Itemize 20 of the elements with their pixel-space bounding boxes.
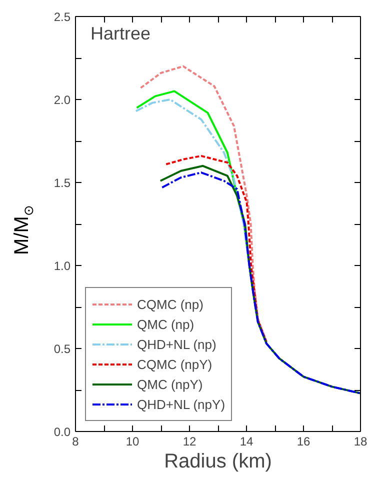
annotation: Hartree [90, 24, 151, 44]
legend-label: CQMC (npY) [137, 356, 212, 373]
x-tick-label: 8 [72, 434, 80, 448]
y-tick-label: 1.0 [54, 259, 71, 273]
legend-label: QMC (np) [137, 316, 194, 333]
x-tick-label: 18 [354, 434, 368, 448]
legend-label: QHD+NL (npY) [137, 396, 226, 413]
legend-label: QMC (npY) [137, 376, 203, 393]
y-tick-label: 0.0 [54, 425, 71, 439]
y-tick-label: 2.5 [54, 10, 71, 24]
x-tick-label: 14 [240, 434, 254, 448]
legend-label: CQMC (np) [137, 296, 204, 313]
x-tick-label: 16 [296, 434, 310, 448]
x-tick-label: 12 [182, 434, 196, 448]
legend-label: QHD+NL (np) [137, 336, 216, 353]
y-tick-label: 1.5 [54, 176, 71, 190]
x-tick-label: 10 [126, 434, 140, 448]
x-axis-title: Radius (km) [164, 450, 272, 472]
y-tick-label: 0.5 [54, 342, 71, 356]
y-tick-label: 2.0 [54, 93, 71, 107]
